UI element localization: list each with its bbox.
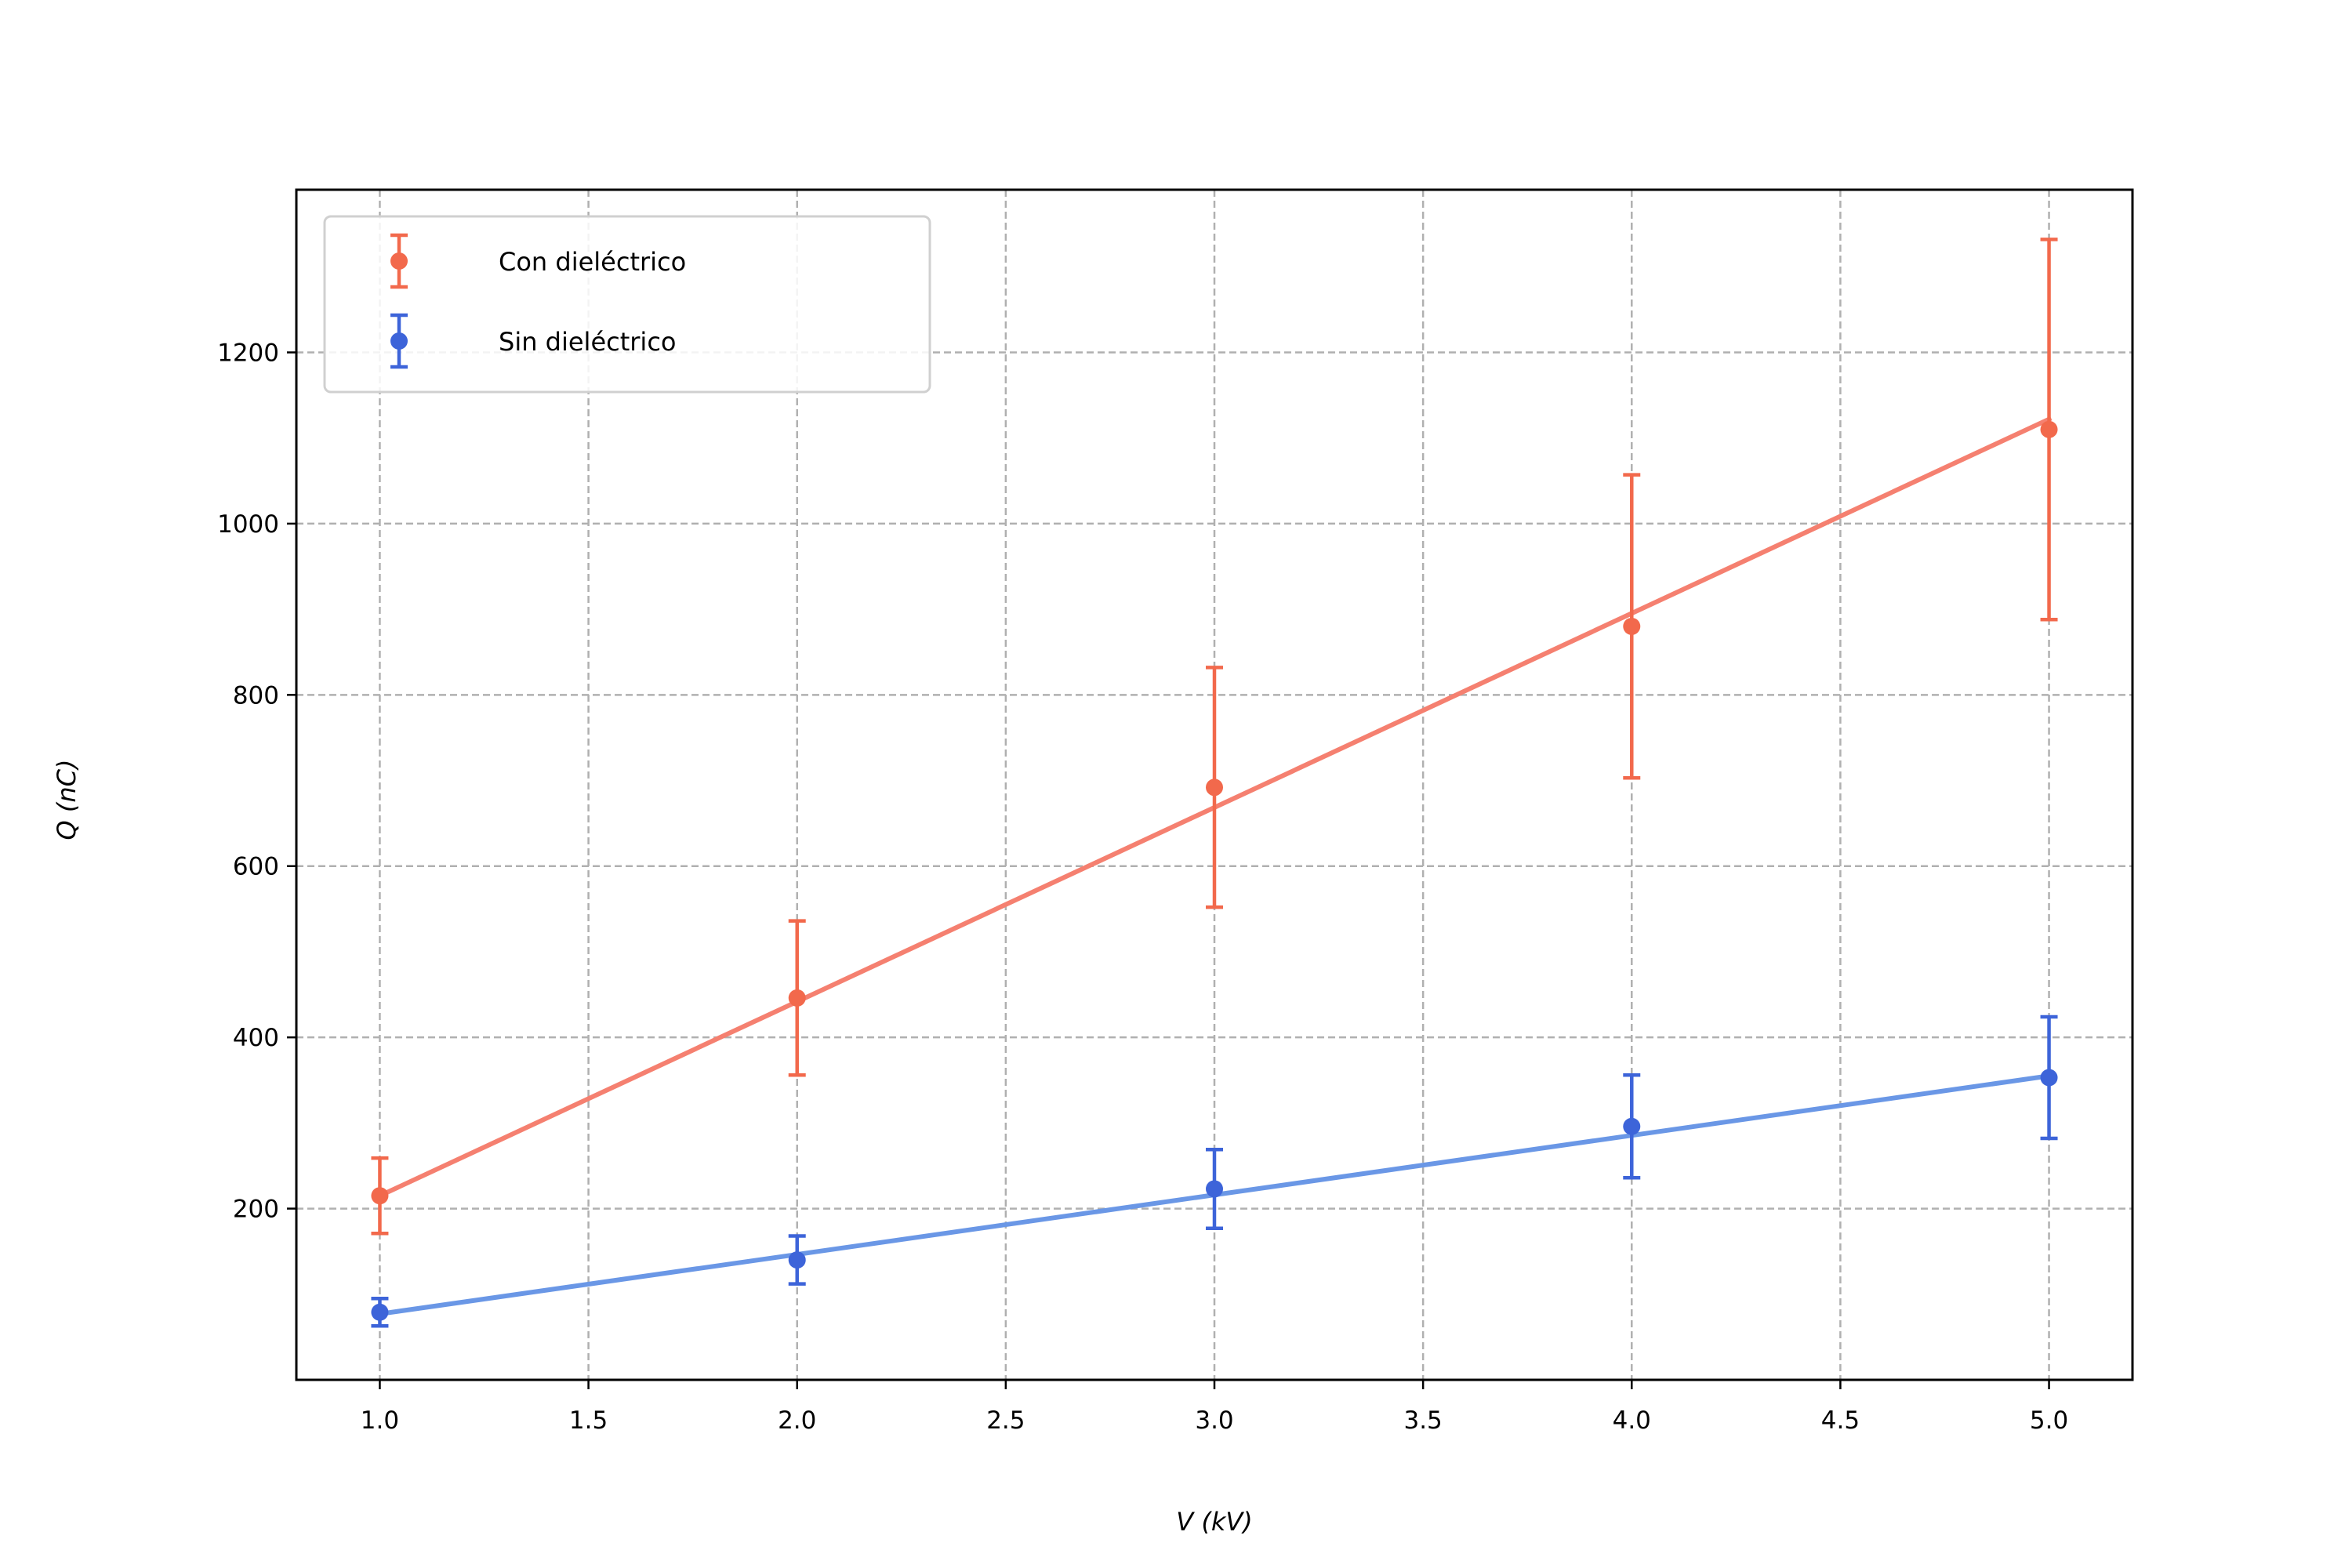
y-tick-label: 600 [233,853,279,881]
error-bar-point [2040,238,2058,622]
legend-box [323,215,931,394]
y-tick-label: 1200 [217,339,279,367]
data-point [1623,1117,1641,1135]
data-point [371,1187,389,1205]
x-axis-label: V (kV) [1176,1507,1252,1537]
x-tick-label: 3.5 [1403,1406,1442,1435]
data-point [788,989,806,1007]
data-point [2040,1069,2058,1087]
error-bar-point [2040,1014,2058,1141]
legend-marker [390,252,408,270]
data-point [1623,617,1641,635]
error-bar-point [1206,666,1223,909]
error-bar-point [371,1156,389,1236]
x-ticks-layer: 1.0 1.5 2.0 2.5 3.0 3.5 4.0 4.5 5.0 [361,1380,2068,1435]
data-point [2040,420,2058,438]
x-tick-label: 4.0 [1613,1406,1651,1435]
x-tick-label: 5.0 [2030,1406,2068,1435]
legend-entry: Sin dieléctrico [390,313,676,369]
legend-marker [390,332,408,350]
x-tick-label: 3.0 [1195,1406,1233,1435]
y-axis-label: Q (nC) [52,760,82,840]
y-tick-label: 200 [233,1196,279,1224]
x-tick-label: 1.5 [569,1406,608,1435]
legend: Con dieléctrico Sin dieléctrico [323,215,931,394]
error-bar-point [788,1234,806,1286]
y-tick-label: 800 [233,681,279,710]
legend-label: Con dieléctrico [499,247,686,277]
y-ticks-layer: 200 400 600 800 1000 1200 [217,339,296,1224]
y-tick-label: 1000 [217,510,279,539]
error-bar-point [1623,1073,1641,1180]
legend-entry: Con dieléctrico [390,233,686,289]
x-tick-label: 4.5 [1821,1406,1860,1435]
data-points-layer [371,238,2058,1328]
x-tick-label: 2.5 [986,1406,1025,1435]
error-bar-point [788,919,806,1077]
y-tick-label: 400 [233,1024,279,1052]
data-point [1206,779,1223,797]
legend-label: Sin dieléctrico [499,327,676,357]
data-point [788,1251,806,1269]
data-point [1206,1180,1223,1198]
error-bar-point [1623,473,1641,780]
data-point [371,1303,389,1321]
error-bar-point [371,1297,389,1328]
x-tick-label: 1.0 [361,1406,399,1435]
x-tick-label: 2.0 [778,1406,816,1435]
error-bar-point [1206,1147,1223,1230]
